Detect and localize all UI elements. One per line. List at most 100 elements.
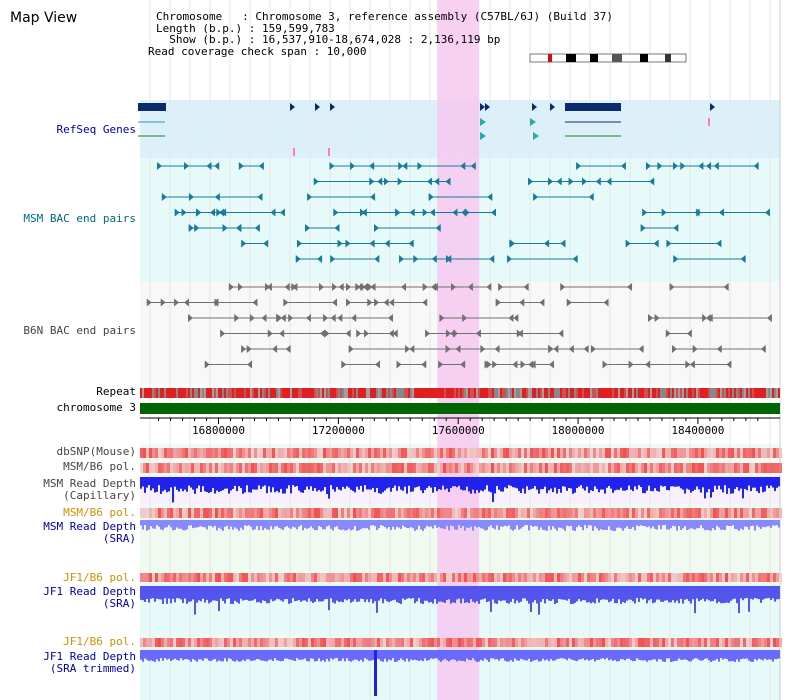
msm-b6-pol2-cell: [476, 508, 479, 518]
msm-b6-pol-cell: [320, 463, 323, 473]
msm-sra-depth-bar: [646, 520, 648, 528]
dbsnp-cell: [725, 448, 728, 458]
jf1-b6-pol-cell: [212, 573, 215, 582]
jf1-trimmed-depth-bar: [184, 650, 186, 660]
jf1-trimmed-depth-bar: [758, 650, 760, 659]
msm-b6-pol-cell: [554, 463, 557, 473]
repeat-cell: [196, 388, 198, 398]
msm-capillary-depth-bar: [224, 477, 226, 489]
msm-b6-pol-cell: [296, 463, 299, 473]
msm-capillary-depth-bar: [354, 477, 356, 493]
msm-b6-pol2-cell: [557, 508, 560, 518]
dbsnp-cell: [647, 448, 650, 458]
jf1-b6-pol2-cell: [344, 638, 347, 647]
msm-b6-pol2-cell: [338, 508, 341, 518]
repeat-cell: [508, 388, 510, 398]
msm-b6-pol2-cell: [572, 508, 575, 518]
jf1-b6-pol-cell: [230, 573, 233, 582]
dbsnp-cell: [416, 448, 419, 458]
jf1-sra-depth-bar: [532, 586, 534, 603]
msm-b6-pol2-cell: [275, 508, 278, 518]
msm-capillary-depth-bar: [716, 477, 718, 490]
msm-sra-depth-bar: [392, 520, 394, 527]
msm-b6-pol-cell: [638, 463, 641, 473]
jf1-trimmed-depth-bar: [736, 650, 738, 660]
jf1-b6-pol-cell: [596, 573, 599, 582]
msm-capillary-depth-bar: [458, 477, 460, 486]
jf1-sra-depth-bar: [656, 586, 658, 600]
b6n-bac-pair-end: [560, 283, 566, 291]
msm-capillary-depth-bar: [676, 477, 678, 487]
msm-bac-pair-end: [350, 162, 356, 170]
jf1-trimmed-depth-bar: [610, 650, 612, 660]
msm-sra-depth-bar: [568, 520, 570, 527]
msm-sra-depth-bar: [322, 520, 324, 530]
msm-b6-pol2-cell: [758, 508, 761, 518]
jf1-b6-pol2-cell: [233, 638, 236, 647]
jf1-b6-pol2-cell: [491, 638, 494, 647]
msm-bac-pair-end: [238, 162, 244, 170]
jf1-b6-pol-cell: [191, 573, 194, 582]
jf1-sra-depth-bar: [528, 586, 530, 604]
jf1-b6-pol2-cell: [665, 638, 668, 647]
dbsnp-cell: [158, 448, 161, 458]
msm-capillary-depth-bar: [492, 477, 494, 503]
msm-sra-depth-bar: [594, 520, 596, 527]
msm-capillary-depth-bar: [750, 477, 752, 492]
msm-capillary-depth-bar: [654, 477, 656, 489]
msm-b6-pol2-cell: [767, 508, 770, 518]
msm-b6-pol2-cell: [461, 508, 464, 518]
jf1-trimmed-depth-bar: [486, 650, 488, 660]
jf1-b6-pol2-cell: [341, 638, 344, 647]
refseq-genes-label[interactable]: RefSeq Genes: [56, 123, 136, 136]
repeat-cell: [308, 388, 310, 398]
msm-sra-depth-bar: [194, 520, 196, 528]
repeat-cell: [364, 388, 366, 398]
jf1-sra-depth-bar: [552, 586, 554, 600]
jf1-b6-pol2-cell: [443, 638, 446, 647]
msm-b6-pol-cell: [332, 463, 335, 473]
msm-b6-pol-cell: [611, 463, 614, 473]
jf1-sra-depth-bar: [360, 586, 362, 599]
jf1-b6-pol2-cell: [710, 638, 713, 647]
msm-capillary-depth-bar: [768, 477, 770, 489]
b6n-bac-label[interactable]: B6N BAC end pairs: [23, 324, 136, 337]
msm-sra-depth-bar: [244, 520, 246, 526]
dbsnp-cell: [233, 448, 236, 458]
msm-capillary-depth-bar: [396, 477, 398, 491]
msm-capillary-depth-bar: [482, 477, 484, 492]
dbsnp-cell: [194, 448, 197, 458]
msm-sra-depth-bar: [748, 520, 750, 530]
repeat-cell: [468, 388, 470, 398]
msm-b6-pol2-cell: [740, 508, 743, 518]
msm-capillary-depth-bar: [432, 477, 434, 493]
msm-capillary-depth-bar: [446, 477, 448, 489]
jf1-b6-pol2-cell: [653, 638, 656, 647]
dbsnp-cell: [749, 448, 752, 458]
b6n-bac-pair-end: [425, 329, 431, 338]
msm-sra-depth-bar: [672, 520, 674, 526]
jf1-trimmed-depth-bar: [576, 650, 578, 662]
jf1-sra-depth-bar: [548, 586, 550, 601]
jf1-b6-pol2-cell: [545, 638, 548, 647]
repeat-cell: [210, 388, 212, 398]
jf1-b6-pol2-cell: [179, 638, 182, 647]
msm-sra-depth-bar: [398, 520, 400, 528]
jf1-sra-depth-bar: [514, 586, 516, 604]
msm-capillary-depth-bar: [708, 477, 710, 490]
jf1-trimmed-depth-bar: [390, 650, 392, 661]
jf1-sra-depth-bar: [494, 586, 496, 604]
dbsnp-cell: [380, 448, 383, 458]
msm-bac-label[interactable]: MSM BAC end pairs: [23, 212, 136, 225]
repeat-cell: [170, 388, 172, 398]
jf1-b6-pol2-cell: [260, 638, 263, 647]
jf1-sra-depth-bar: [220, 586, 222, 599]
repeat-cell: [404, 388, 406, 398]
msm-b6-pol2-cell: [677, 508, 680, 518]
b6n-bac-pair-end: [357, 283, 363, 291]
jf1-b6-pol2-cell: [536, 638, 539, 647]
jf1-b6-pol-cell: [455, 573, 458, 582]
repeat-cell: [462, 388, 464, 398]
msm-b6-pol2-cell: [545, 508, 548, 518]
